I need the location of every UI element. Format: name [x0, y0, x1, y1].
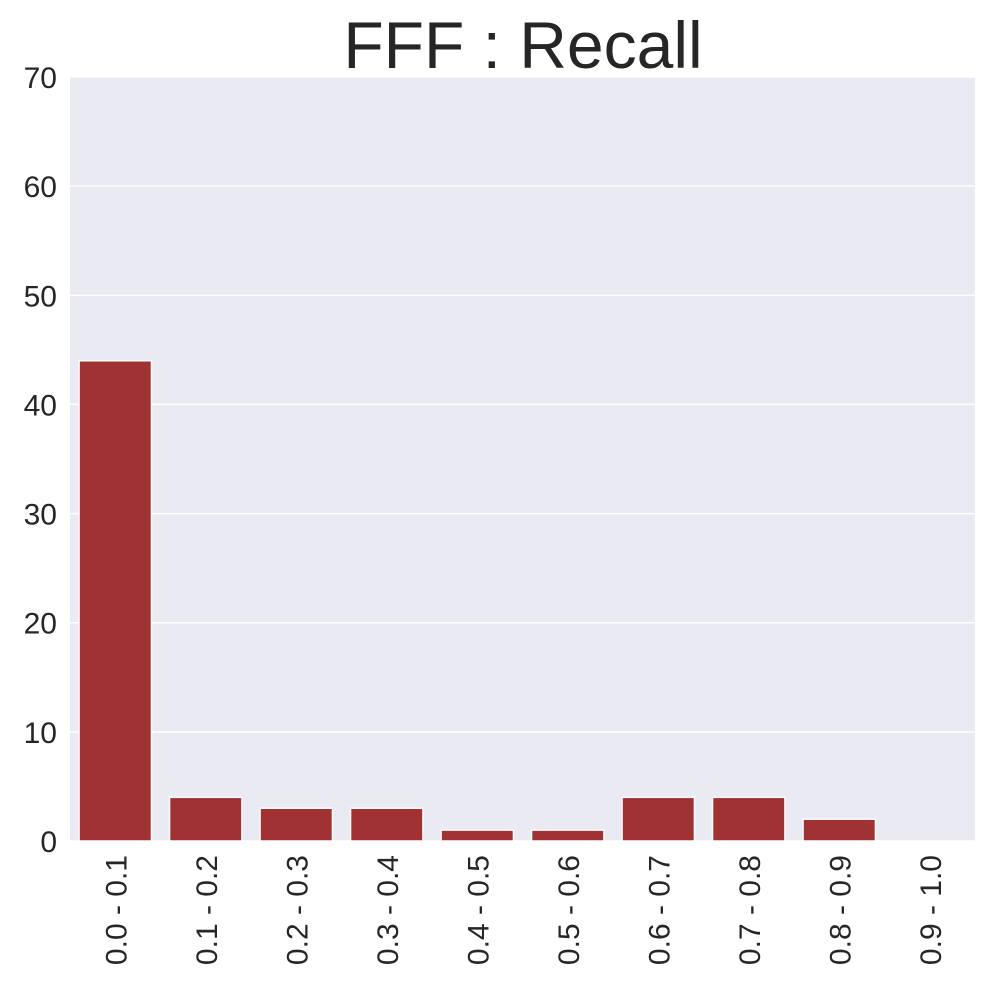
x-tick-label: 0.4 - 0.5 [462, 855, 495, 965]
plot-area [70, 77, 975, 841]
grid-lines [70, 76, 975, 842]
y-tick-label: 30 [24, 499, 57, 532]
y-tick-label: 20 [24, 608, 57, 641]
y-tick-label: 0 [40, 826, 57, 859]
y-tick-label: 50 [24, 280, 57, 313]
bar [440, 829, 515, 842]
bar [802, 818, 877, 842]
bar [711, 796, 786, 842]
x-tick-label: 0.9 - 1.0 [915, 855, 948, 965]
bar [349, 807, 424, 842]
y-tick-label: 40 [24, 389, 57, 422]
x-axis-ticks: 0.0 - 0.1 0.1 - 0.2 0.2 - 0.3 0.3 - 0.4 0.4 … [100, 855, 948, 965]
x-tick-label: 0.6 - 0.7 [643, 855, 676, 965]
bars [78, 360, 877, 842]
y-tick-label: 60 [24, 171, 57, 204]
x-tick-label: 0.0 - 0.1 [100, 855, 133, 965]
bar [168, 796, 243, 842]
x-tick-label: 0.3 - 0.4 [372, 855, 405, 965]
x-tick-label: 0.2 - 0.3 [281, 855, 314, 965]
y-tick-label: 10 [24, 717, 57, 750]
x-tick-label: 0.7 - 0.8 [734, 855, 767, 965]
chart-title: FFF : Recall [343, 8, 702, 82]
bar [259, 807, 334, 842]
y-axis-ticks: 0 10 20 30 40 50 60 70 [24, 62, 57, 859]
x-tick-label: 0.8 - 0.9 [824, 855, 857, 965]
bar [78, 360, 153, 842]
bar [621, 796, 696, 842]
bar [530, 829, 605, 842]
x-tick-label: 0.1 - 0.2 [191, 855, 224, 965]
y-tick-label: 70 [24, 62, 57, 95]
x-tick-label: 0.5 - 0.6 [553, 855, 586, 965]
